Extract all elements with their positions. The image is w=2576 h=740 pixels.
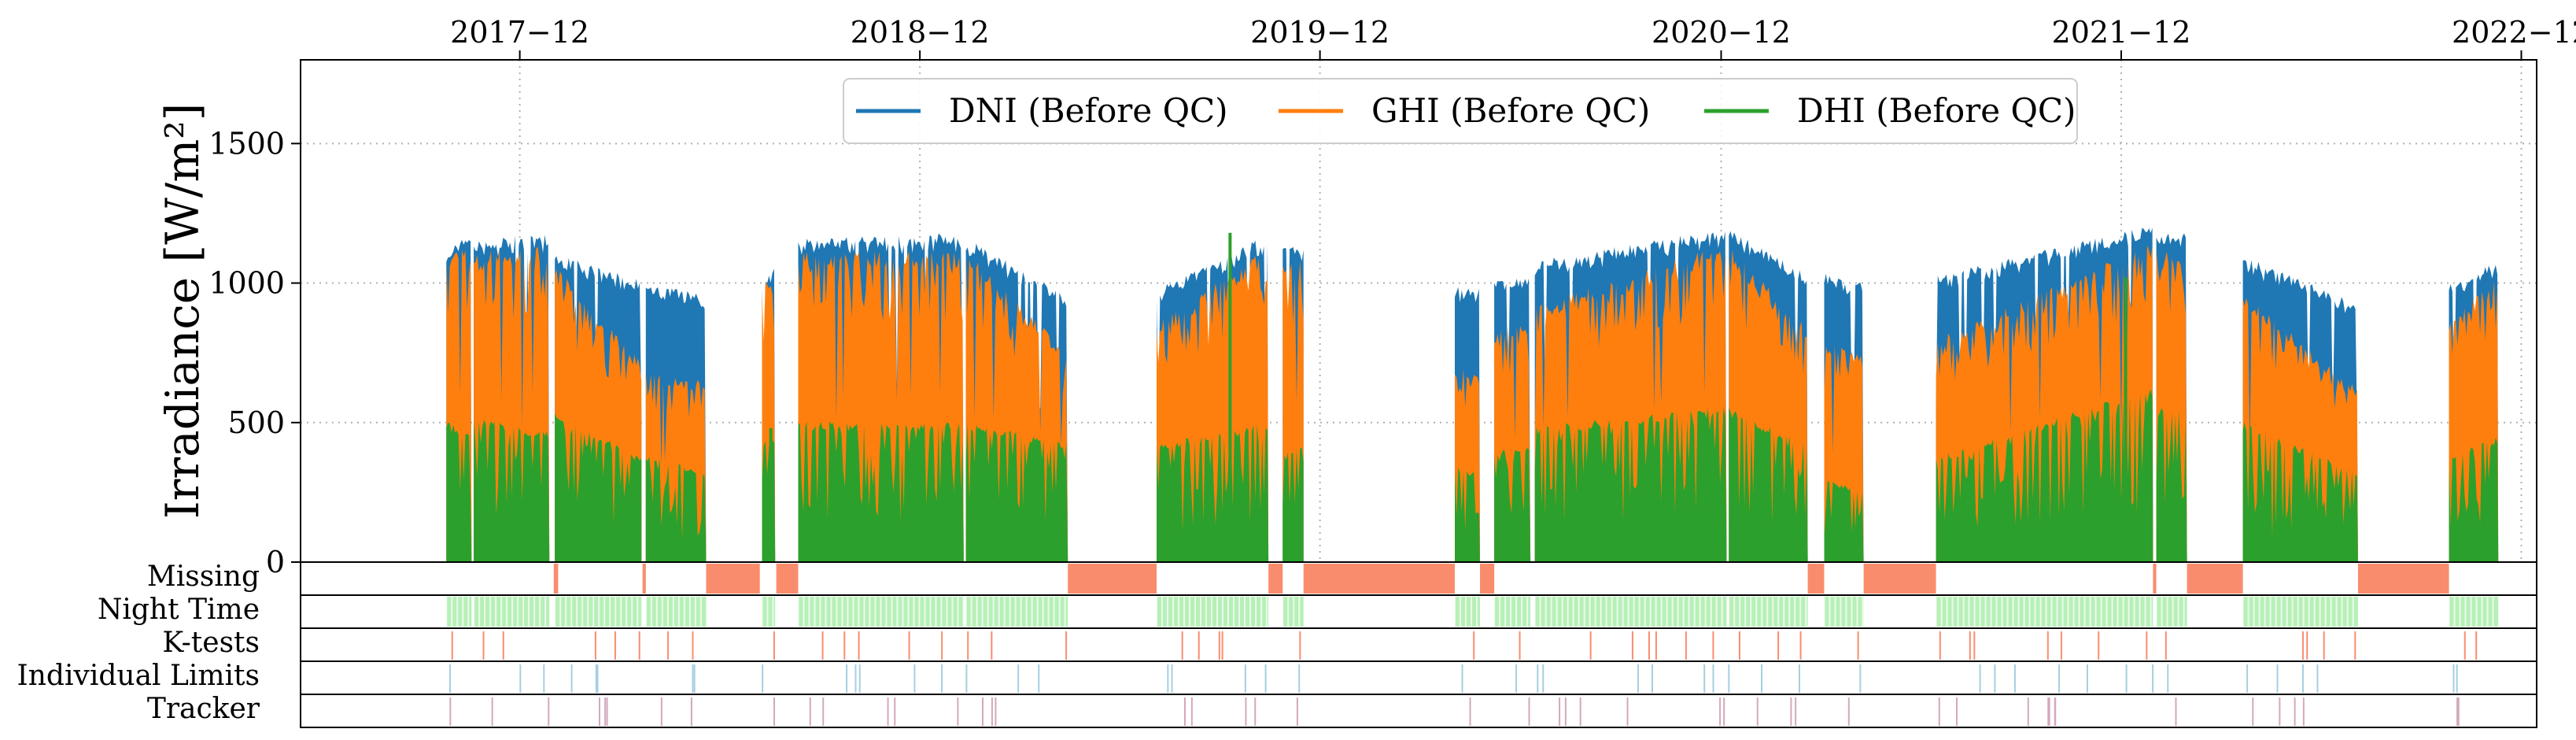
series-segment: [2156, 408, 2187, 562]
series-segment: [1282, 447, 1304, 562]
flag-row: Tracker: [147, 693, 2537, 728]
flag-row: Night Time: [98, 594, 2537, 629]
flag-row: K-tests: [162, 627, 2537, 662]
series-segment: [2449, 437, 2499, 562]
flag-mark: [1534, 597, 1727, 627]
flag-mark: [1454, 597, 1481, 627]
y-tick-label: 0: [266, 545, 285, 579]
flag-mark: [446, 597, 472, 627]
flag-mark: [2242, 597, 2358, 627]
flag-row-frame: [300, 694, 2537, 728]
flag-mark: [553, 564, 559, 594]
flag-row: Individual Limits: [17, 660, 2537, 695]
series-segment: [2242, 422, 2358, 562]
flag-row-label: Individual Limits: [17, 660, 260, 692]
x-tick-label: 2018−12: [851, 15, 990, 50]
series-segment: [762, 439, 776, 562]
series-segment: [1534, 406, 1727, 562]
y-tick-label: 1500: [209, 126, 285, 161]
flag-mark: [2357, 564, 2449, 594]
x-tick-label: 2020−12: [1652, 15, 1791, 50]
flag-mark: [2156, 597, 2187, 627]
legend-label: GHI (Before QC): [1371, 91, 1650, 130]
flag-mark: [2187, 564, 2243, 594]
flag-mark: [1936, 597, 2153, 627]
series-dhi: [446, 389, 2499, 562]
series-segment: [474, 419, 550, 562]
flag-row: Missing: [147, 561, 2537, 596]
flag-mark: [762, 597, 776, 627]
legend-label: DNI (Before QC): [949, 91, 1228, 130]
legend: DNI (Before QC) GHI (Before QC) DHI (Befor…: [843, 78, 2078, 144]
series-segment: [1455, 467, 1480, 562]
x-axis-ticks: 2017−12 2018−12 2019−12 2020−12 2021−12 2022−…: [450, 15, 2576, 60]
series-segment: [555, 413, 642, 562]
legend-frame: [843, 78, 2078, 144]
x-tick-label: 2019−12: [1250, 15, 1389, 50]
series-segment: [1729, 408, 1808, 562]
legend-label: DHI (Before QC): [1797, 91, 2076, 130]
flag-mark: [2449, 597, 2499, 627]
flag-mark: [1303, 564, 1455, 594]
flag-row-frame: [300, 627, 2537, 662]
y-tick-label: 1000: [209, 266, 285, 301]
flag-row-frame: [300, 660, 2537, 695]
x-tick-label: 2017−12: [450, 15, 589, 50]
flag-mark: [1807, 564, 1825, 594]
series-segment: [1157, 424, 1269, 562]
flag-mark: [642, 564, 646, 594]
y-tick-label: 500: [227, 405, 285, 440]
flag-row-label: Missing: [147, 561, 260, 593]
flag-mark: [1729, 597, 1808, 627]
flag-mark: [1068, 564, 1157, 594]
y-axis-ticks: 0 500 1000 1500: [209, 126, 301, 579]
flag-mark: [706, 564, 760, 594]
flag-row-label: K-tests: [162, 627, 260, 659]
series-segment: [1824, 480, 1864, 562]
flag-mark: [1480, 564, 1495, 594]
series-segment: [645, 456, 707, 562]
flag-row-label: Night Time: [98, 594, 260, 626]
flag-mark: [1268, 564, 1283, 594]
y-axis-label: Irradiance [W/m²]: [156, 103, 209, 519]
flag-mark: [2153, 564, 2157, 594]
flag-mark: [1863, 564, 1936, 594]
series-segment: [1494, 448, 1531, 562]
data-areas: [446, 228, 2499, 562]
flag-mark: [645, 597, 707, 627]
series-segment: [798, 421, 964, 562]
flag-row-label: Tracker: [147, 693, 260, 725]
x-tick-label: 2022−12: [2452, 15, 2576, 50]
flag-mark: [965, 597, 1068, 627]
flag-mark: [776, 564, 799, 594]
series-segment: [446, 422, 472, 562]
series-segment: [965, 423, 1068, 562]
series-segment: [1936, 389, 2153, 562]
x-tick-label: 2021−12: [2052, 15, 2191, 50]
